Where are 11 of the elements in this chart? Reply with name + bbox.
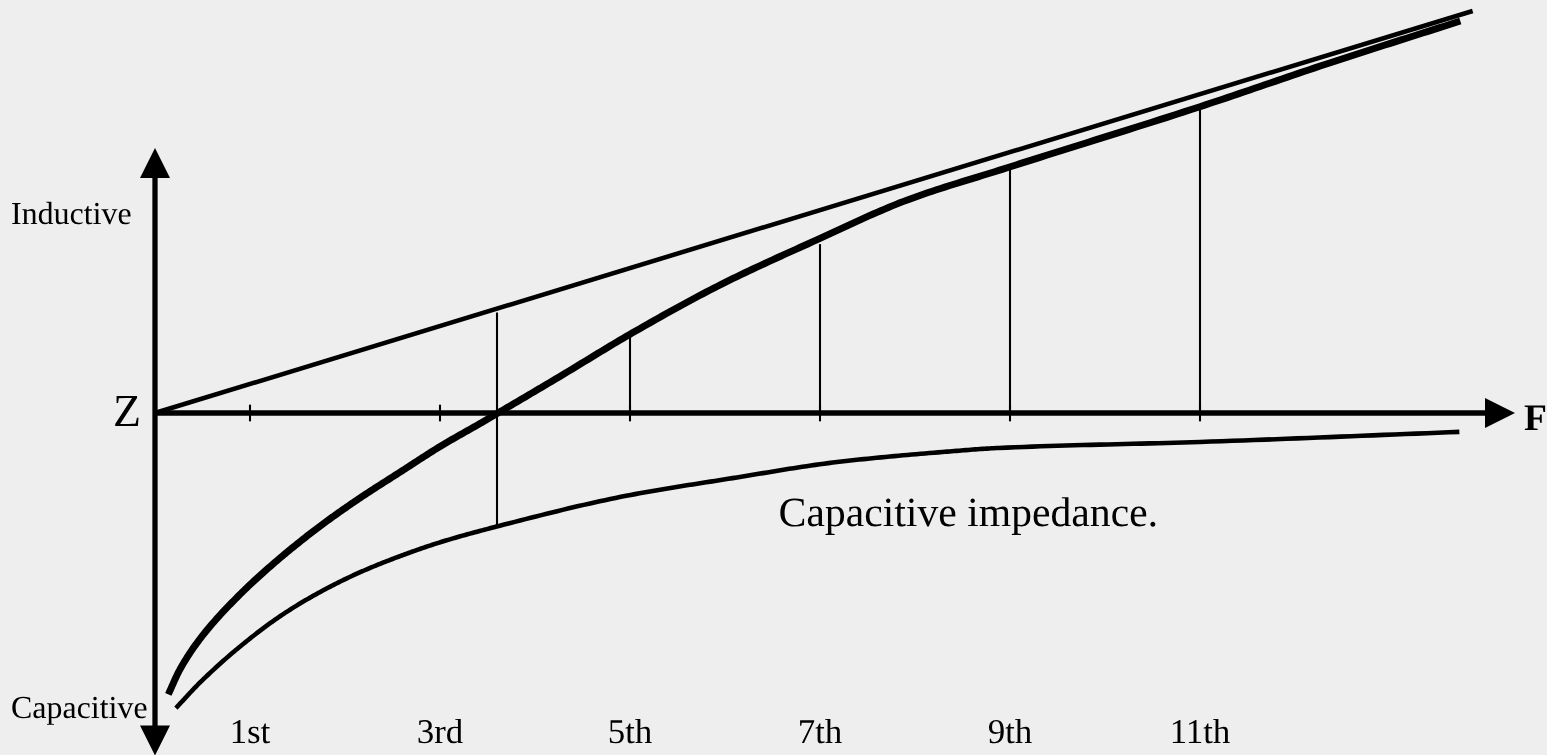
x-tick-label: 1st: [232, 720, 271, 744]
x-axis-title: F: [1524, 405, 1546, 430]
text: Capacitive: [12, 696, 147, 725]
x-tick-label: 3rd: [418, 718, 463, 744]
x-tick-label: 11th: [1172, 718, 1230, 744]
series-label: Capacitive impedance.: [780, 497, 1156, 535]
text: Inductive: [12, 201, 131, 225]
x-tick-label: 5th: [609, 718, 652, 744]
x-tick-label: 7th: [800, 718, 842, 744]
y-axis-title: Z: [115, 395, 139, 426]
x-tick-label: 9th: [988, 718, 1032, 744]
